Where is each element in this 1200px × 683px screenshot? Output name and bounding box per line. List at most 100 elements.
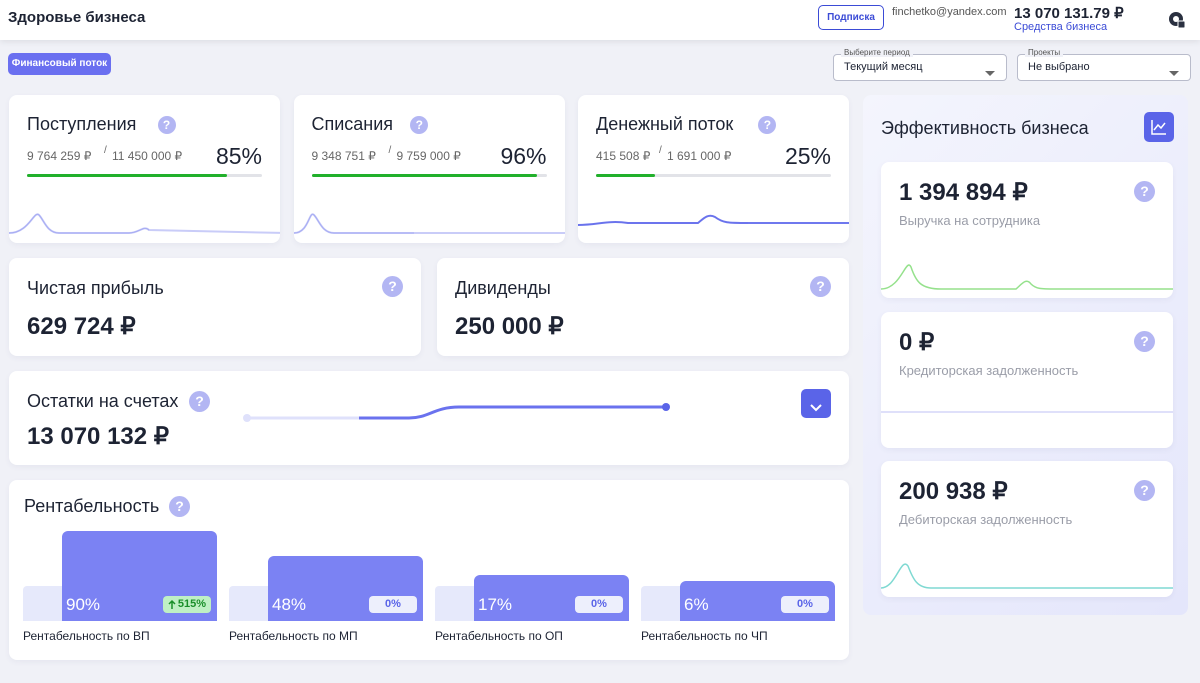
balance-trend-svg <box>243 403 670 422</box>
metric-label: Выручка на сотрудника <box>899 213 1041 228</box>
card-value: 629 724 ₽ <box>27 313 136 340</box>
filter-label: Выберите период <box>841 48 913 57</box>
sparkline-svg <box>881 563 1173 589</box>
card-title: Дивиденды <box>455 278 551 298</box>
help-icon[interactable]: ? <box>810 276 831 297</box>
card-title: Поступления <box>27 114 137 134</box>
sparkline <box>578 95 849 243</box>
balance-trend <box>239 396 689 431</box>
bar-name: Рентабельность по ВП <box>23 629 150 643</box>
settings-icon[interactable] <box>1166 9 1186 29</box>
bar-label: 48% <box>272 594 307 614</box>
chart-icon <box>1151 119 1167 140</box>
card-title: Списания <box>311 114 394 134</box>
change-badge: 515% <box>162 596 211 616</box>
metric-value: 1 394 894 ₽ <box>899 179 1028 206</box>
balance: 13 070 131.79 ₽ <box>1014 5 1124 22</box>
dropdown-arrow-svg <box>1169 71 1179 76</box>
app-title: Здоровье бизнеса <box>8 9 146 26</box>
filter-value: Текущий месяц <box>844 61 923 73</box>
profitability-bar: 48% 0% <box>268 556 423 621</box>
tab[interactable]: Финансовый поток <box>8 53 111 75</box>
metric-card: 200 938 ₽ Дебиторская задолженность? <box>881 461 1173 597</box>
card-plan: 9 759 000 ₽ <box>396 149 461 163</box>
help-icon[interactable]: ? <box>1134 181 1155 202</box>
bar-name: Рентабельность по ОП <box>435 629 563 643</box>
progress-bar <box>27 174 227 177</box>
chart-button[interactable] <box>1144 112 1174 142</box>
progress-bar <box>596 174 655 177</box>
change-value: 0% <box>797 597 813 610</box>
sparkline <box>293 95 565 243</box>
sparkline-svg <box>881 264 1173 290</box>
card-title: Остатки на счетах <box>27 391 179 411</box>
help-icon[interactable]: ? <box>1134 330 1155 352</box>
sparkline <box>881 461 1173 597</box>
card-title: Денежный поток <box>596 114 734 134</box>
dropdown-arrow-svg <box>985 71 995 76</box>
help-icon[interactable]: ? <box>1134 480 1155 501</box>
filter-select[interactable]: Текущий месяц <box>833 54 1007 81</box>
change-badge: 0% <box>575 595 623 613</box>
filter-label: Проекты <box>1025 48 1064 57</box>
chevron-svg <box>810 404 822 412</box>
card-actual: 9 764 259 ₽ <box>27 149 92 163</box>
card-plan: 1 691 000 ₽ <box>667 149 732 163</box>
chevron <box>810 399 822 417</box>
help-icon[interactable]: ? <box>410 116 429 134</box>
sparkline <box>881 162 1173 298</box>
card-actual: 415 508 ₽ <box>596 149 651 163</box>
profitability-bar: 6% 0% <box>680 581 835 621</box>
profitability-bar: 17% 0% <box>474 574 629 621</box>
card-actual: 9 348 751 ₽ <box>311 149 376 163</box>
summary-card: Чистая прибыль? 629 724 ₽ <box>9 258 421 356</box>
filter-select[interactable]: Не выбрано <box>1017 54 1191 81</box>
dropdown-arrow <box>984 65 996 83</box>
sparkline-svg <box>9 213 280 234</box>
help-icon[interactable]: ? <box>157 116 176 134</box>
card-title: Рентабельность <box>24 496 160 516</box>
panel-title: Эффективность бизнеса <box>881 118 1089 138</box>
bar-label: 17% <box>478 594 513 614</box>
help-icon[interactable]: ? <box>169 496 190 517</box>
efficiency-panel: Эффективность бизнеса 1 394 894 ₽ Выручка … <box>863 95 1188 615</box>
card-separator: / <box>388 145 392 156</box>
sparkline-svg <box>578 214 849 226</box>
progress-track <box>596 174 831 177</box>
progress-label: 25% <box>784 143 831 169</box>
help-icon[interactable]: ? <box>382 276 403 297</box>
progress-bar <box>311 174 538 177</box>
bar-name: Рентабельность по МП <box>229 629 358 643</box>
expand-button[interactable] <box>801 389 831 418</box>
sparkline <box>881 312 1173 448</box>
accounts-card: Остатки на счетах? 13 070 132 ₽ <box>9 371 849 465</box>
card-title: Чистая прибыль <box>27 278 164 298</box>
metric-card: 1 394 894 ₽ Выручка на сотрудника? <box>881 162 1173 298</box>
header: Здоровье бизнеса Подписка finchetko@yand… <box>0 0 1200 40</box>
bar-label: 90% <box>66 595 101 614</box>
flow-card: Списания? 9 348 751 ₽ / 9 759 000 ₽ 96% <box>293 95 565 243</box>
subscribe-button[interactable]: Подписка <box>818 5 884 30</box>
metric-card: 0 ₽ Кредиторская задолженность? <box>881 311 1173 448</box>
sparkline-svg <box>293 213 565 234</box>
metric-label: Дебиторская задолженность <box>899 512 1073 527</box>
arrow-up <box>168 599 176 616</box>
filter-value: Не выбрано <box>1028 61 1090 73</box>
card-separator: / <box>659 145 662 156</box>
balance-label: Средства бизнеса <box>1014 21 1108 33</box>
chart-icon-svg <box>1151 120 1166 135</box>
card-value: 13 070 132 ₽ <box>27 423 170 450</box>
progress-track <box>27 174 262 177</box>
help-icon[interactable]: ? <box>758 116 777 134</box>
change-badge: 0% <box>781 595 829 613</box>
bar-label: 6% <box>684 594 709 614</box>
flow-card: Поступления? 9 764 259 ₽ / 11 450 000 ₽ 85% <box>9 95 280 243</box>
change-value: 0% <box>385 597 401 610</box>
help-icon[interactable]: ? <box>189 391 210 412</box>
metric-value: 0 ₽ <box>899 328 935 356</box>
profitability-card: Рентабельность? 90% 515% Рентабельность по … <box>9 480 849 660</box>
arrow-up-svg <box>168 599 176 609</box>
progress-label: 85% <box>215 143 262 169</box>
sparkline <box>9 95 280 243</box>
